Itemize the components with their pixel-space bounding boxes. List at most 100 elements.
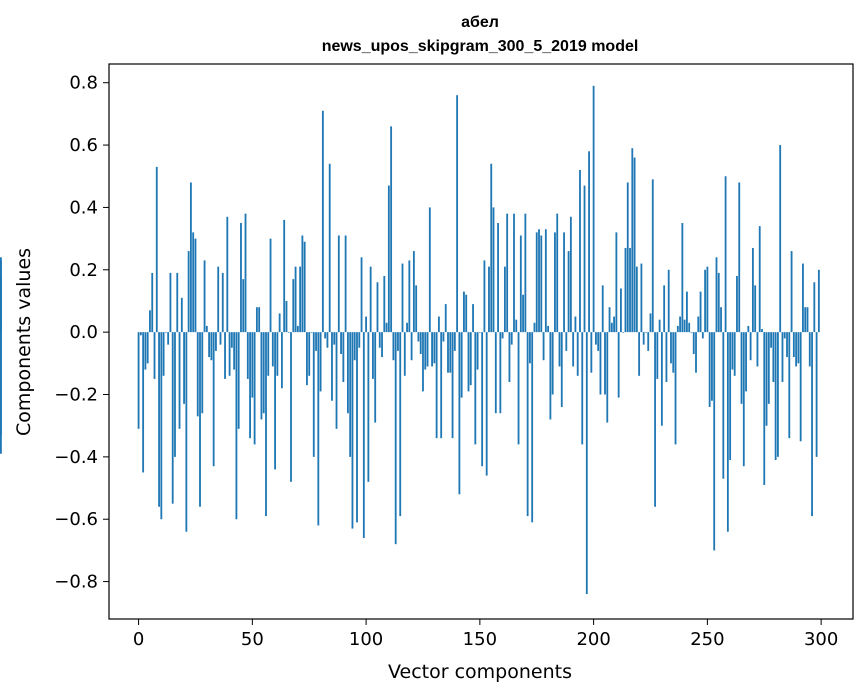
bar bbox=[472, 304, 474, 333]
bar bbox=[353, 332, 356, 361]
bar bbox=[146, 332, 149, 364]
bar bbox=[688, 322, 691, 333]
bar bbox=[606, 332, 609, 423]
bar bbox=[387, 185, 390, 333]
bar bbox=[579, 170, 581, 333]
bar bbox=[554, 232, 556, 333]
bar bbox=[790, 251, 793, 333]
bar bbox=[501, 332, 504, 339]
y-tick-label: 0.8 bbox=[69, 73, 98, 94]
y-tick-label: −0.8 bbox=[54, 572, 98, 593]
bar bbox=[745, 332, 747, 392]
bar bbox=[349, 332, 352, 457]
bar bbox=[331, 332, 333, 401]
bar bbox=[704, 269, 707, 333]
bar bbox=[449, 332, 452, 373]
bar bbox=[296, 325, 299, 333]
bar bbox=[149, 310, 151, 333]
bar bbox=[788, 332, 791, 439]
bar bbox=[642, 332, 645, 345]
bar bbox=[565, 332, 568, 351]
bar bbox=[176, 272, 179, 333]
bar bbox=[155, 166, 158, 333]
bar bbox=[529, 332, 531, 364]
bar bbox=[635, 266, 638, 333]
bar bbox=[237, 332, 240, 429]
bar bbox=[376, 282, 379, 333]
bar bbox=[804, 307, 807, 333]
bar bbox=[201, 332, 204, 414]
bar bbox=[426, 332, 429, 367]
bar bbox=[228, 332, 231, 376]
bar bbox=[770, 332, 772, 348]
bar bbox=[267, 332, 270, 376]
bar bbox=[763, 332, 766, 485]
bar bbox=[690, 332, 693, 333]
bar bbox=[542, 332, 545, 361]
bar bbox=[278, 313, 281, 333]
bar bbox=[686, 291, 688, 333]
bar bbox=[617, 332, 620, 398]
bar bbox=[795, 332, 798, 367]
bar bbox=[660, 332, 663, 426]
bar bbox=[164, 332, 167, 333]
bar bbox=[283, 219, 286, 333]
bar bbox=[344, 235, 347, 333]
bar bbox=[626, 182, 629, 333]
bar bbox=[792, 332, 795, 358]
bar bbox=[360, 257, 363, 333]
bar bbox=[754, 285, 757, 333]
y-tick-label: 0.4 bbox=[69, 197, 98, 218]
bars-group bbox=[0, 85, 820, 595]
bar bbox=[476, 332, 479, 370]
bar bbox=[715, 257, 718, 333]
bar bbox=[608, 307, 611, 333]
bar bbox=[806, 307, 809, 333]
bar bbox=[333, 332, 336, 345]
bar bbox=[533, 322, 536, 333]
bar bbox=[290, 332, 292, 482]
bar bbox=[246, 332, 249, 379]
bar bbox=[742, 332, 745, 467]
bar bbox=[463, 291, 465, 333]
bar bbox=[285, 300, 288, 333]
bar bbox=[797, 332, 800, 364]
bar bbox=[490, 163, 493, 333]
bar bbox=[219, 332, 222, 345]
bar bbox=[178, 332, 181, 429]
bar bbox=[346, 332, 349, 414]
bar bbox=[583, 185, 586, 333]
bar bbox=[335, 332, 338, 429]
bar bbox=[736, 276, 738, 333]
bar bbox=[274, 332, 276, 470]
bar bbox=[540, 235, 543, 333]
bar bbox=[203, 260, 206, 333]
bar bbox=[269, 238, 272, 333]
bar bbox=[610, 322, 613, 333]
bar bbox=[615, 232, 618, 333]
bar bbox=[321, 110, 324, 333]
bar bbox=[258, 307, 261, 333]
bar bbox=[761, 329, 763, 333]
bar bbox=[242, 279, 245, 333]
bar bbox=[549, 332, 552, 420]
bar bbox=[679, 316, 681, 333]
bar bbox=[503, 266, 506, 333]
bar bbox=[622, 332, 625, 333]
bar bbox=[720, 307, 722, 333]
bar bbox=[592, 85, 595, 333]
bar bbox=[722, 332, 725, 479]
bar bbox=[287, 332, 290, 333]
bar bbox=[385, 322, 388, 333]
bar bbox=[144, 332, 147, 370]
bar bbox=[294, 266, 297, 333]
bar bbox=[374, 332, 377, 423]
y-tick-label: 0.6 bbox=[69, 135, 98, 156]
bar bbox=[488, 266, 490, 333]
bar bbox=[310, 332, 313, 333]
bar bbox=[547, 325, 550, 333]
bar bbox=[647, 332, 650, 351]
bar bbox=[137, 332, 140, 429]
bar bbox=[558, 332, 561, 367]
bar bbox=[306, 332, 308, 386]
